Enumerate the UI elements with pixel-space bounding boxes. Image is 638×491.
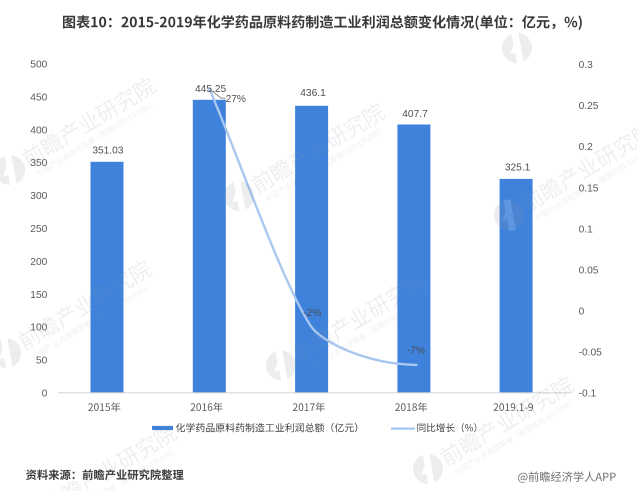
svg-text:0.3: 0.3 xyxy=(579,60,593,71)
svg-text:445.25: 445.25 xyxy=(195,84,226,95)
svg-text:351.03: 351.03 xyxy=(92,146,123,157)
svg-text:450: 450 xyxy=(30,92,47,103)
svg-text:-0.05: -0.05 xyxy=(579,347,603,358)
svg-text:0.2: 0.2 xyxy=(579,142,593,153)
svg-text:325.1: 325.1 xyxy=(505,163,531,174)
svg-text:0.05: 0.05 xyxy=(579,265,599,276)
svg-text:150: 150 xyxy=(30,290,47,301)
svg-text:250: 250 xyxy=(30,224,47,235)
svg-text:500: 500 xyxy=(30,60,47,71)
svg-text:0.25: 0.25 xyxy=(579,101,599,112)
svg-text:-2%: -2% xyxy=(303,308,321,319)
svg-text:400: 400 xyxy=(30,125,47,136)
svg-text:0: 0 xyxy=(579,306,585,317)
svg-text:350: 350 xyxy=(30,158,47,169)
svg-text:50: 50 xyxy=(36,356,48,367)
svg-text:-7%: -7% xyxy=(407,345,425,356)
svg-text:407.7: 407.7 xyxy=(402,109,428,120)
svg-text:436.1: 436.1 xyxy=(300,88,326,99)
svg-text:-0.1: -0.1 xyxy=(579,389,597,400)
svg-text:0.1: 0.1 xyxy=(579,224,593,235)
svg-text:27%: 27% xyxy=(226,94,246,105)
svg-text:200: 200 xyxy=(30,257,47,268)
svg-text:0: 0 xyxy=(42,389,48,400)
svg-text:300: 300 xyxy=(30,191,47,202)
svg-text:0.15: 0.15 xyxy=(579,183,599,194)
